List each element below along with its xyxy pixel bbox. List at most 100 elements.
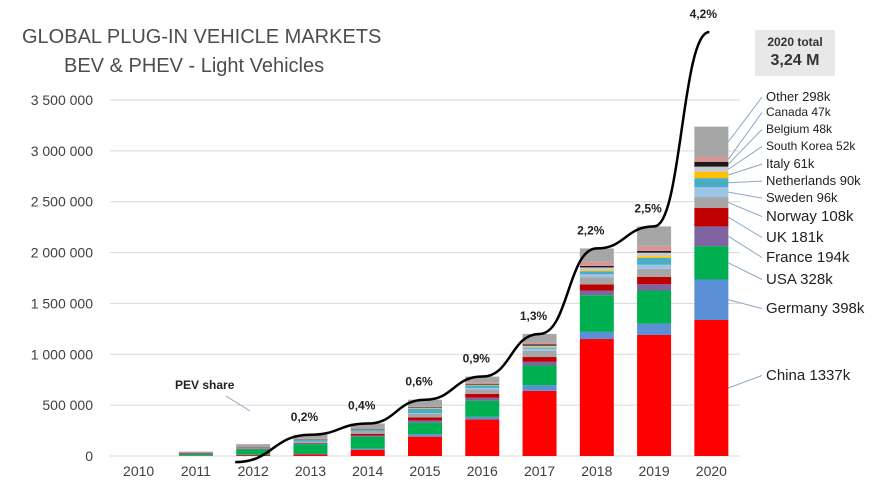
legend-leader (728, 216, 763, 238)
bar-segment-other (350, 423, 385, 430)
legend-leader (728, 299, 763, 309)
bar-segment-china (350, 449, 385, 456)
bar-segment-uk (465, 393, 500, 398)
bar-segment-belgium (408, 407, 442, 409)
x-tick-label: 2012 (238, 463, 269, 479)
x-tick-label: 2018 (581, 463, 612, 479)
pev-share-caption: PEV share (175, 378, 235, 392)
bar-segment-canada (236, 447, 271, 448)
bar-segment-italy (408, 408, 442, 409)
bar-segment-netherlands (465, 385, 500, 388)
pev-share-label: 2,5% (634, 201, 662, 215)
pev-share-label: 0,9% (463, 352, 491, 366)
bar-segment-south-korea (579, 267, 614, 271)
legend-leader (728, 202, 763, 217)
bar-segment-france (522, 361, 557, 366)
bar-segment-china (694, 320, 729, 456)
bar-segment-canada (178, 452, 213, 454)
y-tick-label: 2 500 000 (31, 194, 93, 210)
legend-label-china: China 1337k (766, 367, 851, 384)
bar-segment-netherlands (293, 439, 328, 442)
bar-segment-germany (178, 455, 213, 456)
bar-segment-norway (465, 389, 500, 394)
bar-segment-france (293, 443, 328, 445)
bar-segment-italy (637, 256, 672, 258)
legend-leader (728, 191, 763, 199)
bar-segment-sweden (579, 274, 614, 278)
y-tick-label: 500 000 (42, 397, 93, 413)
pev-share-label: 2,2% (577, 223, 605, 237)
bar-segment-germany (579, 331, 614, 340)
legend-leader (728, 262, 763, 280)
bar-segment-belgium (579, 265, 614, 268)
bar-segment-usa (465, 400, 500, 417)
total-label: 2020 total (767, 35, 823, 49)
bar-segment-other (236, 444, 271, 448)
legend-leader (728, 145, 763, 170)
legend-label-usa: USA 328k (766, 271, 833, 288)
bar-segment-china (408, 436, 442, 456)
bar-segment-netherlands (522, 347, 557, 349)
x-tick-label: 2019 (639, 463, 670, 479)
pev-share-label: 4,2% (690, 7, 718, 21)
bar-segment-uk (637, 276, 672, 285)
total-box: 2020 total 3,24 M (755, 30, 835, 76)
legend-leader (728, 180, 763, 184)
bar-segment-germany (408, 434, 442, 437)
bar-segment-italy (694, 171, 729, 179)
bar-segment-usa (694, 246, 729, 280)
bar-segment-netherlands (637, 257, 672, 265)
bar-segment-norway (408, 413, 442, 418)
bar-segment-france (579, 290, 614, 296)
bar-segment-sweden (637, 264, 672, 269)
bar-segment-france (408, 420, 442, 423)
pev-share-label: 0,2% (291, 410, 319, 424)
bar-segment-other (178, 451, 213, 453)
bar-segment-uk (293, 442, 328, 444)
bar-segment-sweden (293, 441, 328, 443)
legend-label-france: France 194k (766, 249, 850, 266)
x-tick-label: 2017 (524, 463, 555, 479)
bar-segment-germany (522, 385, 557, 391)
chart-title: GLOBAL PLUG-IN VEHICLE MARKETS (22, 26, 382, 48)
bar-segment-other (637, 226, 672, 246)
pev-share-line (235, 30, 710, 464)
x-tick-label: 2016 (467, 463, 498, 479)
bar-segment-italy (579, 270, 614, 272)
legend-leader (728, 375, 763, 389)
bar-segment-usa (522, 365, 557, 386)
bar-segment-belgium (522, 344, 557, 346)
bar-segment-uk (579, 284, 614, 291)
legend-label-south-korea: South Korea 52k (766, 139, 856, 153)
bar-segment-usa (637, 290, 672, 324)
bar-segment-usa (579, 295, 614, 332)
bar-segment-belgium (694, 161, 729, 167)
bar-segment-norway (637, 268, 672, 277)
bar-segment-sweden (522, 348, 557, 351)
bar-segment-other (293, 434, 328, 439)
legend-label-netherlands: Netherlands 90k (766, 173, 861, 188)
chart-subtitle: BEV & PHEV - Light Vehicles (64, 55, 325, 77)
bar-segment-south-korea (522, 345, 557, 348)
bar-segment-norway (579, 277, 614, 285)
bar-segment-usa (408, 422, 442, 435)
bar-segment-south-korea (637, 252, 672, 257)
bar-segment-other (408, 399, 442, 407)
bar-segment-china (579, 339, 614, 456)
bar-segment-belgium (637, 250, 672, 253)
bar-segment-sweden (694, 187, 729, 198)
bar-segment-italy (465, 385, 500, 386)
bar-segment-other (465, 376, 500, 383)
legend-leader (727, 112, 763, 160)
bar-segment-italy (522, 347, 557, 348)
bar-segment-norway (293, 441, 328, 443)
y-tick-label: 1 000 000 (31, 346, 93, 362)
legend-label-norway: Norway 108k (766, 208, 854, 225)
bar-segment-norway (522, 350, 557, 358)
x-tick-label: 2020 (696, 463, 727, 479)
bar-segment-china (522, 390, 557, 456)
bar-segment-france (637, 284, 672, 291)
bar-segment-south-korea (465, 384, 500, 386)
x-tick-label: 2014 (352, 463, 383, 479)
legend-label-italy: Italy 61k (766, 156, 815, 171)
